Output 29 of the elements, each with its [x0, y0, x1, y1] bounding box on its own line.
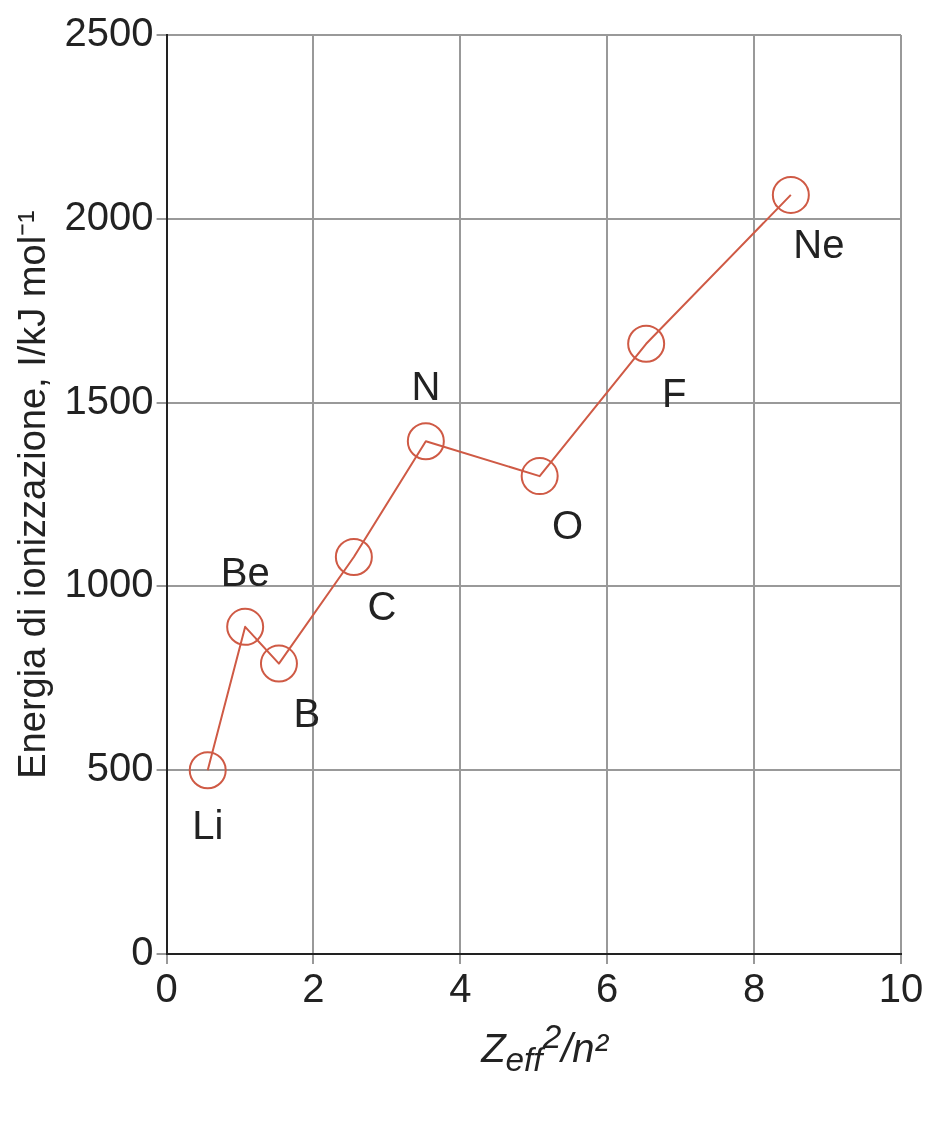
annotation: Ne	[793, 221, 845, 266]
x-tick-label: 6	[596, 966, 619, 1011]
point	[226, 607, 265, 646]
point	[627, 324, 666, 363]
y-tick-label: 0	[131, 929, 154, 974]
point	[259, 644, 298, 683]
y-tick-label: 2000	[64, 193, 154, 238]
y-axis-title: Energia di ionizzazione, I/kJ mol⁻¹	[11, 210, 54, 779]
x-tick-label: 4	[449, 966, 472, 1011]
annotation: O	[552, 503, 584, 548]
x-tick-label: 2	[302, 966, 325, 1011]
annotation: Li	[192, 803, 224, 848]
y-tick-label: 500	[86, 745, 154, 790]
y-tick-label: 1000	[64, 561, 154, 606]
y-tick-label: 2500	[64, 10, 154, 55]
x-tick-label: 10	[878, 966, 924, 1011]
x-axis-title: Z$_{eff}$$^{2}$/n²	[479, 1018, 610, 1080]
annotation: C	[367, 584, 397, 629]
point	[520, 457, 559, 496]
annotation: N	[411, 364, 441, 409]
point	[334, 537, 373, 576]
point	[406, 422, 445, 461]
annotation: B	[293, 690, 321, 735]
annotation: F	[661, 370, 687, 415]
y-tick-label: 1500	[64, 377, 154, 422]
x-tick-label: 8	[742, 966, 766, 1011]
annotation: Be	[220, 549, 270, 594]
point	[188, 751, 227, 790]
point	[771, 175, 810, 214]
